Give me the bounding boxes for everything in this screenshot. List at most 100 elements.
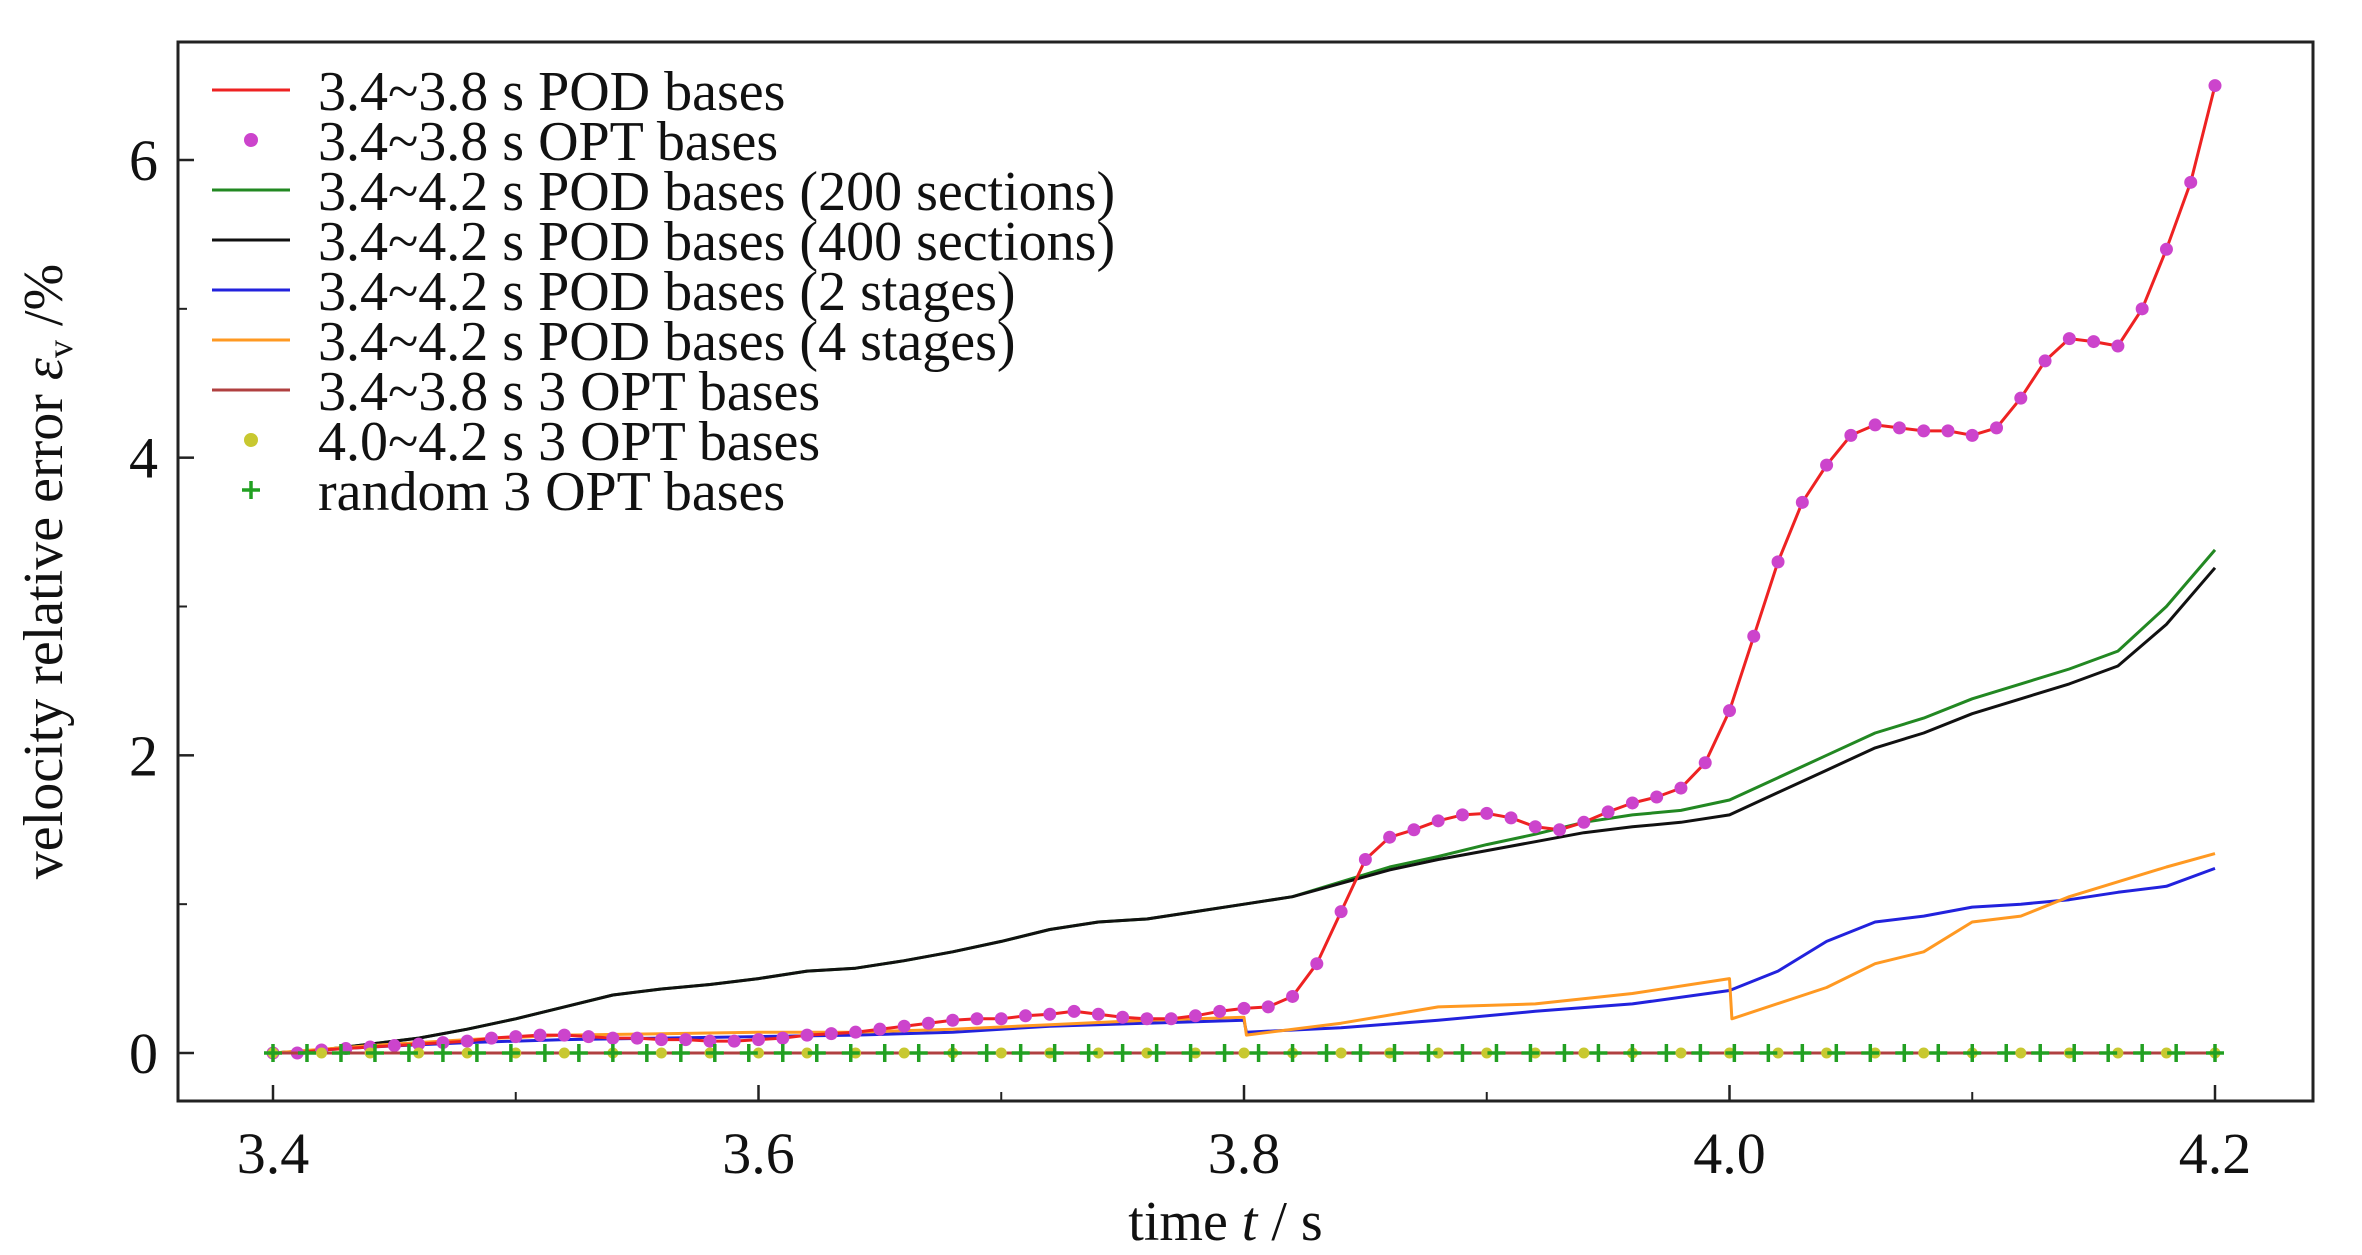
series-9-marker — [1623, 1044, 1642, 1062]
series-9-marker — [875, 1044, 894, 1062]
series-2-point — [1116, 1010, 1130, 1024]
series-9-marker — [1419, 1044, 1438, 1062]
legend-item: 3.4~4.2 s POD bases (200 sections) — [212, 161, 1115, 223]
series-9-marker — [1555, 1044, 1574, 1062]
series-2-point — [1990, 421, 2004, 435]
series-5-line — [272, 866, 2216, 1055]
series-2-point — [873, 1022, 887, 1036]
series-9-marker — [2065, 1044, 2084, 1062]
series-9-marker — [2031, 1044, 2050, 1062]
legend-label: 3.4~3.8 s OPT bases — [318, 111, 778, 173]
series-8-point — [801, 1047, 813, 1059]
series-2-point — [2159, 242, 2173, 256]
series-9-marker — [1215, 1044, 1234, 1062]
series-2-point — [727, 1034, 741, 1048]
legend-label: 3.4~4.2 s POD bases (4 stages) — [318, 311, 1016, 373]
series-8-point — [1141, 1047, 1153, 1059]
series-9-marker — [1283, 1044, 1302, 1062]
series-2-point — [1383, 830, 1397, 844]
series-2-point — [630, 1031, 644, 1045]
series-2-point — [1043, 1007, 1057, 1021]
legend-item: 3.4~3.8 s 3 OPT bases — [212, 361, 820, 423]
x-tick-label: 3.8 — [1208, 1121, 1281, 1186]
series-9-marker — [467, 1044, 486, 1062]
series-8-point — [1675, 1047, 1687, 1059]
series-9-marker — [909, 1044, 928, 1062]
series-9-marker — [1453, 1044, 1472, 1062]
series-2-point — [654, 1033, 668, 1047]
series-2-point — [752, 1033, 765, 1047]
series-9-marker — [1657, 1044, 1676, 1062]
series-9-marker — [569, 1044, 588, 1062]
series-8-point — [558, 1047, 570, 1059]
series-8-point — [1821, 1047, 1833, 1059]
series-9-marker — [399, 1044, 418, 1062]
x-tick-label: 4.0 — [1693, 1121, 1766, 1186]
y-tick-label: 4 — [129, 426, 158, 491]
series-2-point — [1965, 428, 1979, 442]
series-2-point — [460, 1034, 474, 1048]
series-2-point — [994, 1012, 1008, 1026]
series-2-point — [1868, 418, 1882, 432]
series-2-point — [970, 1012, 984, 1026]
series-2-point — [436, 1036, 450, 1050]
series-2-point — [1844, 428, 1858, 442]
series-9-marker — [1691, 1044, 1710, 1062]
series-9-marker — [807, 1044, 826, 1062]
series-9-marker — [671, 1044, 690, 1062]
legend-label: 3.4~4.2 s POD bases (2 stages) — [318, 261, 1016, 323]
series-8-point — [1772, 1047, 1784, 1059]
series-9-marker — [773, 1044, 792, 1062]
series-2-point — [2208, 79, 2222, 93]
series-2-point — [1577, 815, 1591, 829]
series-9-marker — [1997, 1044, 2016, 1062]
series-2-point — [2135, 302, 2149, 316]
series-2-point — [1650, 790, 1664, 804]
series-8-point — [2160, 1047, 2172, 1059]
series-9-marker — [1011, 1044, 1030, 1062]
y-tick-label: 6 — [129, 128, 158, 193]
series-9-marker — [1147, 1044, 1166, 1062]
series-2-point — [1334, 905, 1348, 919]
series-8-point — [461, 1047, 473, 1059]
legend-item: 3.4~3.8 s POD bases — [212, 61, 785, 123]
series-2-point — [412, 1037, 426, 1051]
series-9-marker — [1385, 1044, 1404, 1062]
legend-item: 4.0~4.2 s 3 OPT bases — [244, 411, 820, 473]
series-9-marker — [1589, 1044, 1608, 1062]
series-2-point — [484, 1031, 498, 1045]
series-2-point — [824, 1027, 838, 1041]
series-9-marker — [943, 1044, 962, 1062]
series-2-point — [509, 1030, 523, 1044]
y-tick-label: 2 — [129, 723, 158, 788]
y-tick-label: 0 — [129, 1021, 158, 1086]
series-2-point — [1407, 823, 1421, 837]
series-8-point — [898, 1047, 910, 1059]
series-9-marker — [1929, 1044, 1948, 1062]
series-2-point — [533, 1028, 547, 1042]
series-2-point — [679, 1033, 693, 1047]
legend-label: random 3 OPT bases — [318, 461, 785, 523]
series-9-marker — [1793, 1044, 1812, 1062]
legend-item: random 3 OPT bases — [242, 461, 785, 523]
series-2-point — [1504, 811, 1518, 825]
series-8-point — [1918, 1047, 1930, 1059]
series-9-marker — [1861, 1044, 1880, 1062]
series-9-marker — [365, 1044, 384, 1062]
series-8-point — [413, 1047, 425, 1059]
legend-plus-swatch — [242, 481, 260, 499]
y-axis: 0 2 4 6 — [129, 128, 194, 1086]
series-9-marker — [2206, 1044, 2224, 1062]
series-2-point — [1771, 555, 1785, 569]
series-2-point — [1455, 808, 1469, 822]
series-2-point — [1431, 814, 1445, 828]
series-8-point — [1335, 1047, 1347, 1059]
series-2-point — [387, 1039, 401, 1053]
series-9-marker — [264, 1044, 282, 1062]
series-9-marker — [841, 1044, 860, 1062]
series-8-point — [316, 1047, 328, 1059]
series-8-point — [2015, 1047, 2027, 1059]
series-8-point — [1578, 1047, 1590, 1059]
series-2-point — [1213, 1004, 1227, 1018]
